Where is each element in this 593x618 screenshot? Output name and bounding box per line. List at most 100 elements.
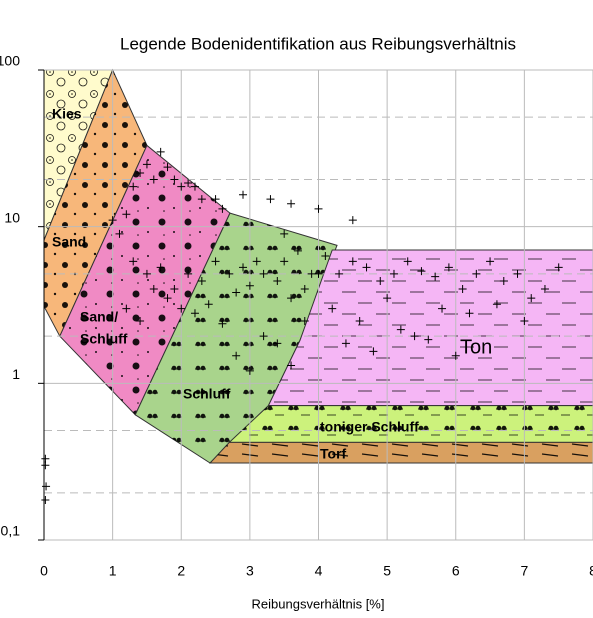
point (41, 496, 50, 505)
point (438, 304, 447, 313)
point (149, 175, 158, 184)
point (341, 339, 350, 348)
point (396, 325, 405, 334)
point (129, 182, 138, 191)
point (197, 276, 206, 285)
region-pattern (229, 405, 593, 443)
point (184, 269, 193, 278)
x-tick-label: 1 (109, 563, 117, 579)
point (142, 160, 151, 169)
point (314, 204, 323, 213)
point (383, 294, 392, 303)
point (232, 351, 241, 360)
point (335, 269, 344, 278)
y-tick-label: 100 (0, 53, 20, 69)
point (369, 347, 378, 356)
point (225, 269, 234, 278)
region-pattern (44, 70, 147, 337)
point (280, 257, 289, 266)
point (451, 351, 460, 360)
x-tick-label: 7 (520, 563, 528, 579)
point (218, 204, 227, 213)
point (266, 195, 275, 204)
y-tick-label: 0,1 (1, 523, 21, 539)
point (472, 269, 481, 278)
region-label: Schluff (183, 386, 231, 402)
point (41, 461, 50, 470)
point (156, 147, 165, 156)
point (287, 361, 296, 370)
point (218, 319, 227, 328)
point (156, 263, 165, 272)
point (486, 257, 495, 266)
x-tick-label: 0 (40, 563, 48, 579)
point (197, 195, 206, 204)
point (458, 285, 467, 294)
point (239, 190, 248, 199)
point (122, 304, 131, 313)
point (149, 285, 158, 294)
point (424, 335, 433, 344)
region-pattern (210, 442, 593, 464)
point (245, 366, 254, 375)
region-label: Ton (460, 336, 492, 358)
y-tick-label: 1 (12, 366, 20, 382)
point (513, 269, 522, 278)
region-pattern (135, 213, 338, 464)
point (444, 263, 453, 272)
point (142, 269, 151, 278)
region-label: Sand/ (80, 309, 118, 325)
point (410, 332, 419, 341)
point (280, 229, 289, 238)
point (177, 182, 186, 191)
point (122, 210, 131, 219)
point (136, 169, 145, 178)
point (245, 281, 254, 290)
point (129, 257, 138, 266)
x-tick-label: 8 (589, 563, 593, 579)
region-label: Sand (52, 234, 86, 250)
point (136, 316, 145, 325)
region-label: Schluff (80, 331, 128, 347)
point (465, 309, 474, 318)
point (273, 276, 282, 285)
point (42, 482, 51, 491)
point (554, 263, 563, 272)
point (177, 304, 186, 313)
point (204, 300, 213, 309)
point (232, 288, 241, 297)
region-label: Kies (52, 106, 82, 122)
point (239, 263, 248, 272)
region-pattern (59, 145, 230, 415)
region-pattern (268, 249, 593, 406)
point (273, 339, 282, 348)
point (328, 304, 337, 313)
point (389, 269, 398, 278)
point (376, 276, 385, 285)
point (300, 285, 309, 294)
point (287, 294, 296, 303)
point (108, 216, 117, 225)
x-axis-label: Reibungsverhältnis [%] (252, 596, 385, 611)
point (362, 263, 371, 272)
point (293, 246, 302, 255)
point (307, 269, 316, 278)
point (170, 285, 179, 294)
y-tick-label: 10 (4, 209, 20, 225)
point (540, 285, 549, 294)
region-label: toniger Schluff (320, 419, 419, 435)
x-tick-label: 5 (383, 563, 391, 579)
point (287, 199, 296, 208)
point (527, 294, 536, 303)
point (348, 216, 357, 225)
chart-title: Legende Bodenidentifikation aus Reibungs… (120, 34, 516, 53)
region-label: Torf (320, 446, 347, 462)
point (190, 182, 199, 191)
point (355, 316, 364, 325)
point (211, 195, 220, 204)
point (184, 178, 193, 187)
point (300, 316, 309, 325)
point (520, 316, 529, 325)
point (492, 300, 501, 309)
